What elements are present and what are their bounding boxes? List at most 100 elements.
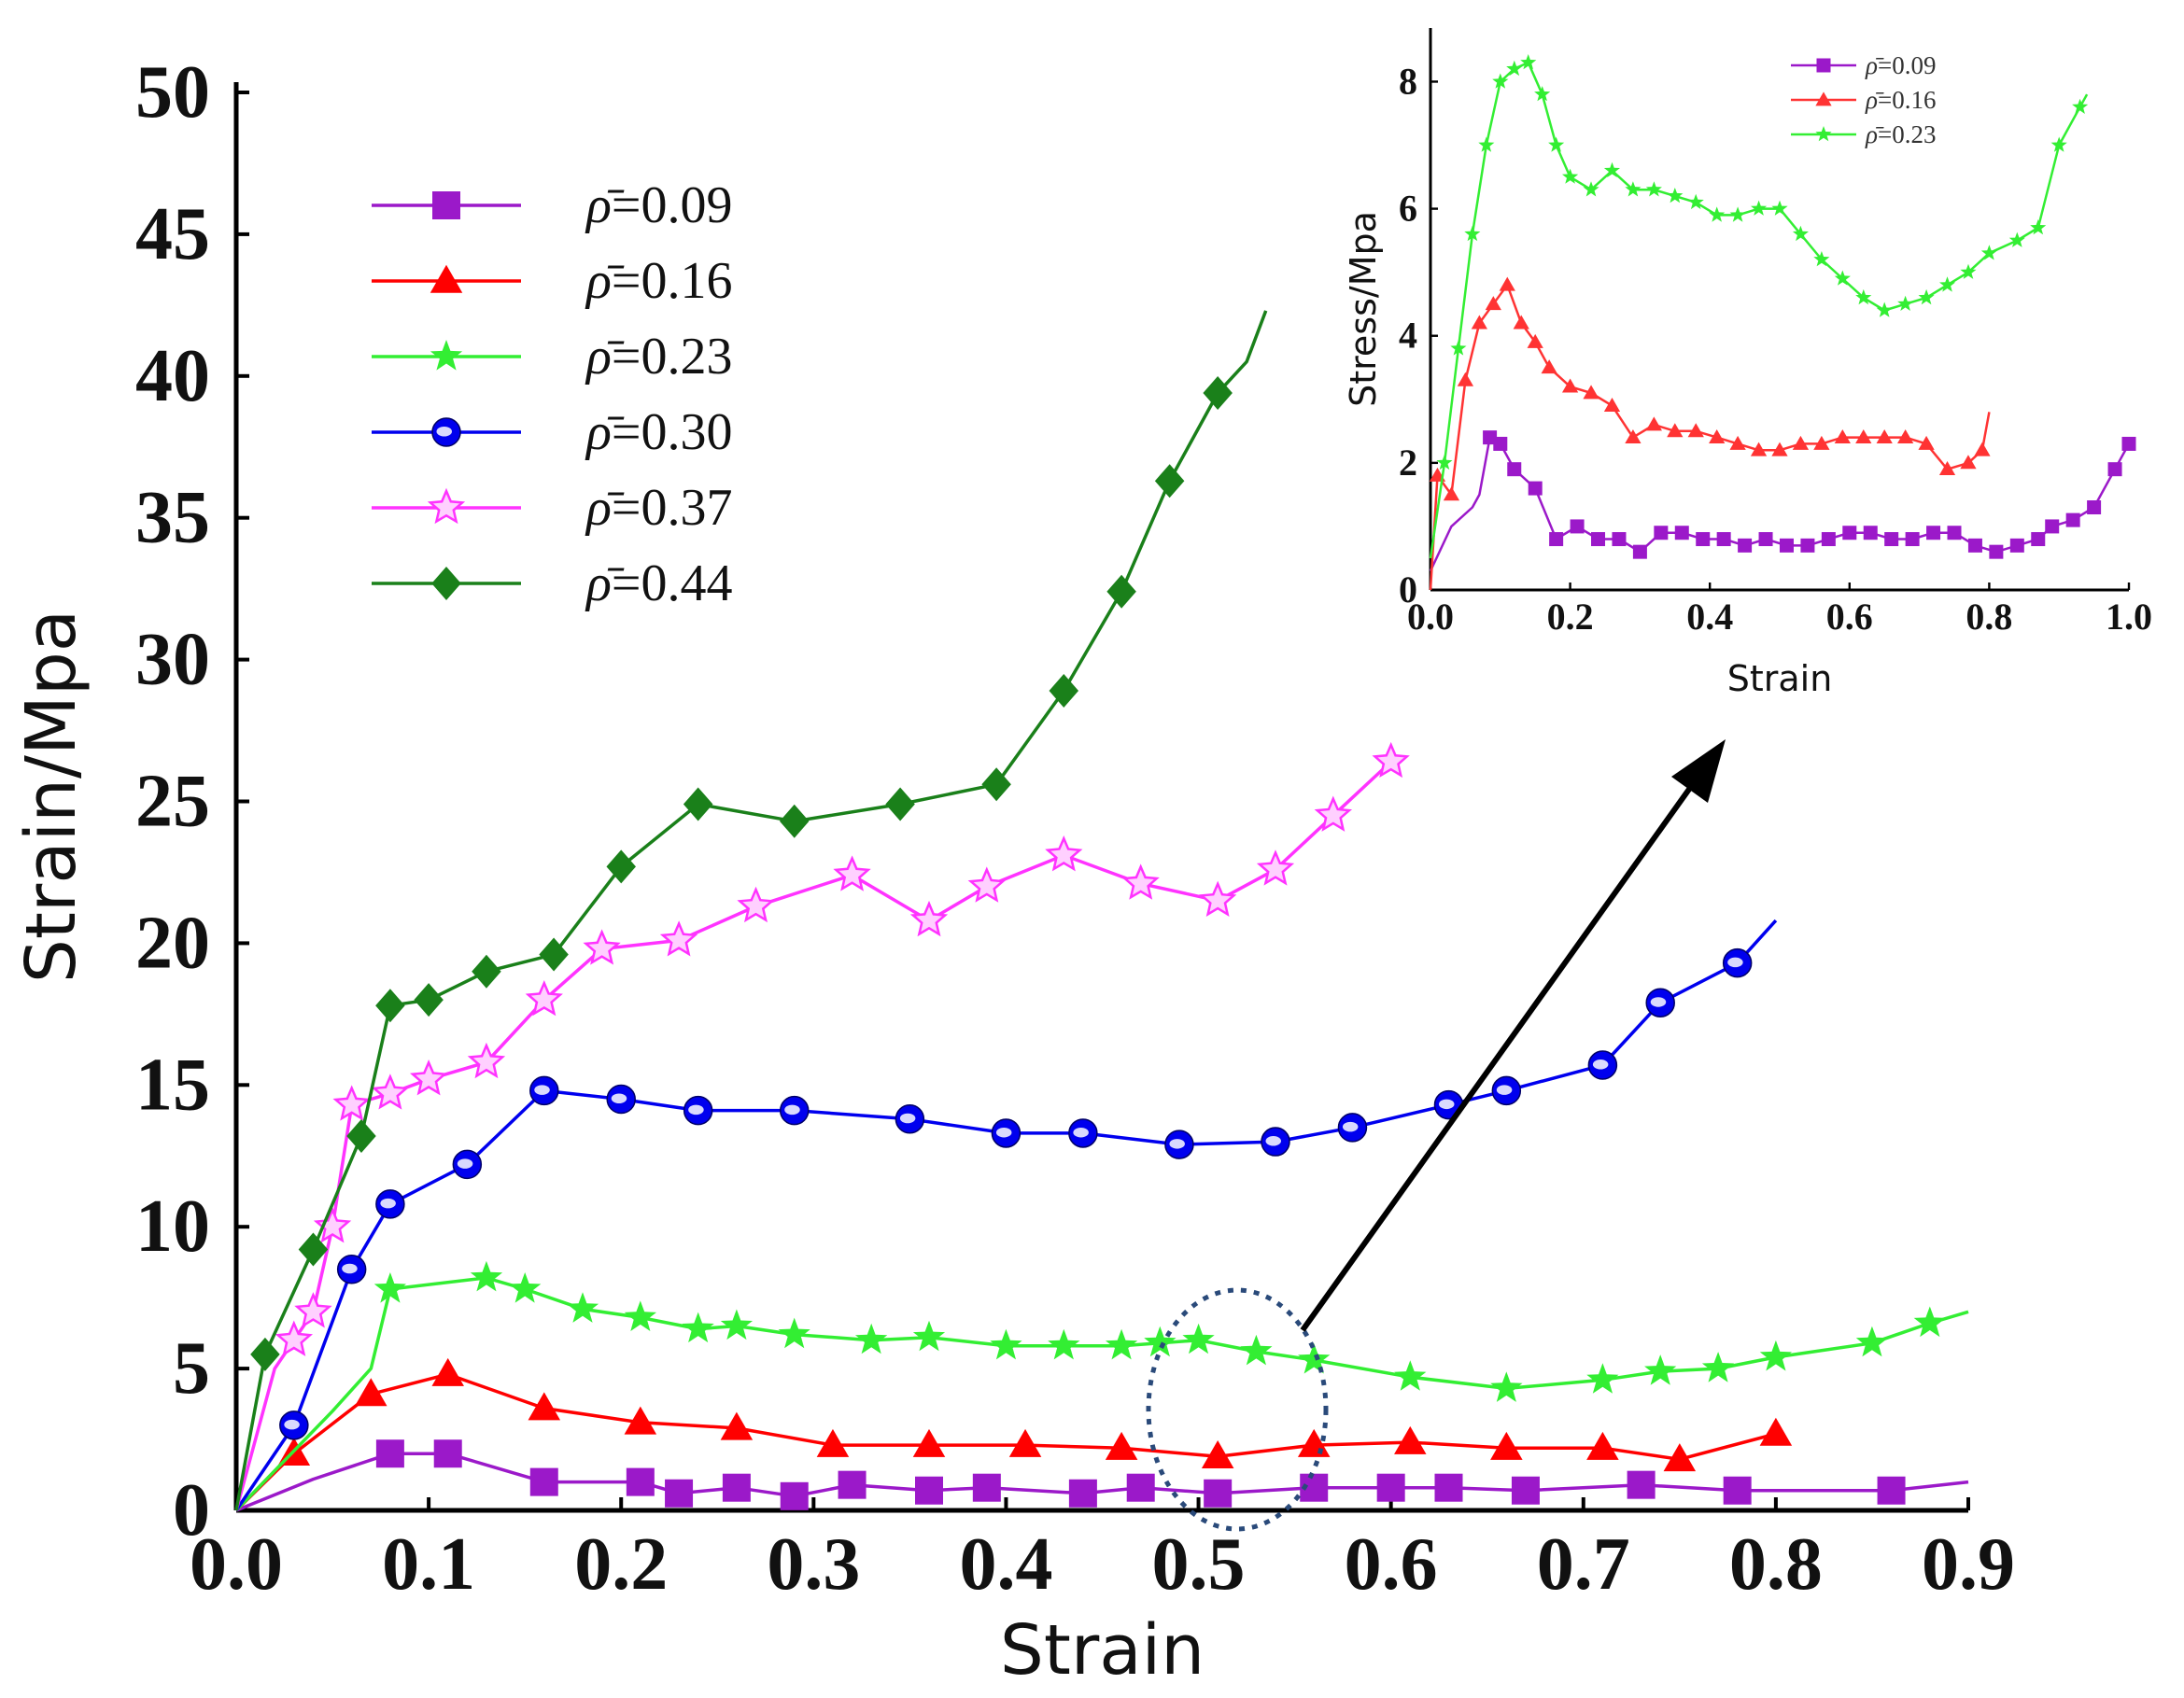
data-point [2009, 538, 2024, 553]
data-point [1587, 1050, 1618, 1080]
data-point [1632, 544, 1647, 559]
data-point [1506, 60, 1523, 77]
data-point [1591, 532, 1606, 547]
data-point [1106, 574, 1136, 609]
data-point [624, 1406, 657, 1435]
data-point [1967, 538, 1982, 553]
data-point [1625, 429, 1642, 444]
data-point [1256, 849, 1295, 886]
x-tick-label: 0.0 [1407, 596, 1454, 638]
data-point [1751, 200, 1768, 216]
data-point [1485, 296, 1501, 311]
x-tick-label: 0.8 [1729, 1523, 1823, 1606]
data-point [990, 1328, 1022, 1360]
data-point [2050, 136, 2067, 152]
data-point [1884, 532, 1899, 547]
data-point [665, 1479, 694, 1508]
legend-marker [432, 191, 460, 219]
data-point [1549, 532, 1564, 547]
data-point [838, 1470, 867, 1499]
y-tick-label: 15 [135, 1044, 210, 1126]
data-point [1612, 532, 1627, 547]
data-point [1855, 288, 1872, 305]
data-point [583, 929, 621, 965]
data-point [1938, 461, 1956, 476]
data-point [1492, 73, 1509, 89]
y-tick-label: 2 [1399, 442, 1417, 484]
main-chart: 0.0 0.1 0.2 0.3 0.4 0.5 0.6 0.7 0.8 0.90510152025… [11, 51, 2015, 1691]
legend-label: ρ̄=0.23 [585, 328, 732, 386]
data-point [885, 787, 915, 821]
series-line [234, 1276, 1969, 1512]
series-0.16 [1429, 276, 1991, 591]
zoom-arrow [1300, 773, 1702, 1332]
legend-entry: ρ̄=0.23 [372, 328, 732, 386]
zoom-arrow-head [1671, 739, 1726, 803]
data-point [1645, 181, 1662, 197]
data-point [1240, 1334, 1273, 1366]
data-point [1738, 538, 1753, 553]
data-point [626, 1467, 655, 1496]
data-point [1960, 455, 1977, 470]
data-point [1663, 1443, 1697, 1472]
data-point [1897, 429, 1914, 444]
data-point [659, 920, 698, 957]
legend-entry: ρ̄=0.44 [372, 554, 732, 612]
data-point [1443, 486, 1460, 501]
legend-marker [431, 567, 461, 600]
data-point [1667, 188, 1684, 203]
data-point [1121, 863, 1160, 900]
data-point [1722, 947, 1753, 978]
data-point [1203, 376, 1233, 411]
data-point [1105, 1431, 1138, 1460]
series-line [234, 919, 1778, 1511]
legend-label: ρ̄=0.44 [585, 554, 732, 612]
data-point [1520, 54, 1537, 70]
data-point [816, 1428, 850, 1457]
data-point [1068, 1479, 1097, 1508]
legend-label: ρ̄=0.16 [1865, 86, 1936, 114]
data-point [346, 1118, 376, 1153]
data-point [2087, 500, 2102, 515]
data-point [375, 989, 405, 1023]
data-point [981, 767, 1011, 802]
data-point [1164, 1130, 1194, 1159]
data-point [1813, 251, 1830, 267]
data-point [1855, 1326, 1889, 1357]
data-point [682, 1312, 714, 1343]
data-point [1298, 1343, 1331, 1374]
data-point [855, 1323, 888, 1354]
data-point [1821, 532, 1836, 547]
data-point [1499, 276, 1515, 291]
data-point [1471, 315, 1487, 330]
data-point [1434, 1473, 1463, 1502]
data-point [1511, 1476, 1540, 1505]
data-point [1068, 1118, 1098, 1148]
data-point [2045, 519, 2060, 534]
data-point [967, 866, 1007, 903]
data-point [1834, 270, 1851, 286]
data-point [1561, 378, 1579, 393]
data-point [1570, 519, 1585, 534]
data-point [683, 787, 713, 821]
data-point [1394, 1360, 1427, 1391]
data-point [1625, 181, 1642, 197]
series-0.30 [234, 919, 1778, 1511]
data-point [279, 1410, 309, 1440]
data-point [1709, 206, 1726, 222]
data-point [1450, 340, 1467, 356]
data-point [779, 1095, 810, 1126]
data-point [1478, 136, 1495, 152]
legend-label: ρ̄=0.16 [585, 252, 732, 310]
data-point [1771, 442, 1788, 456]
zoom-region-ellipse [1146, 1287, 1329, 1532]
data-point [720, 1309, 753, 1340]
data-point [1918, 435, 1935, 450]
data-point [375, 1439, 404, 1468]
data-point [467, 1042, 506, 1079]
y-tick-label: 8 [1399, 60, 1417, 102]
x-tick-label: 0.1 [382, 1523, 475, 1606]
data-point [1507, 462, 1522, 477]
data-point [1877, 1476, 1906, 1505]
legend-label: ρ̄=0.30 [585, 403, 732, 461]
